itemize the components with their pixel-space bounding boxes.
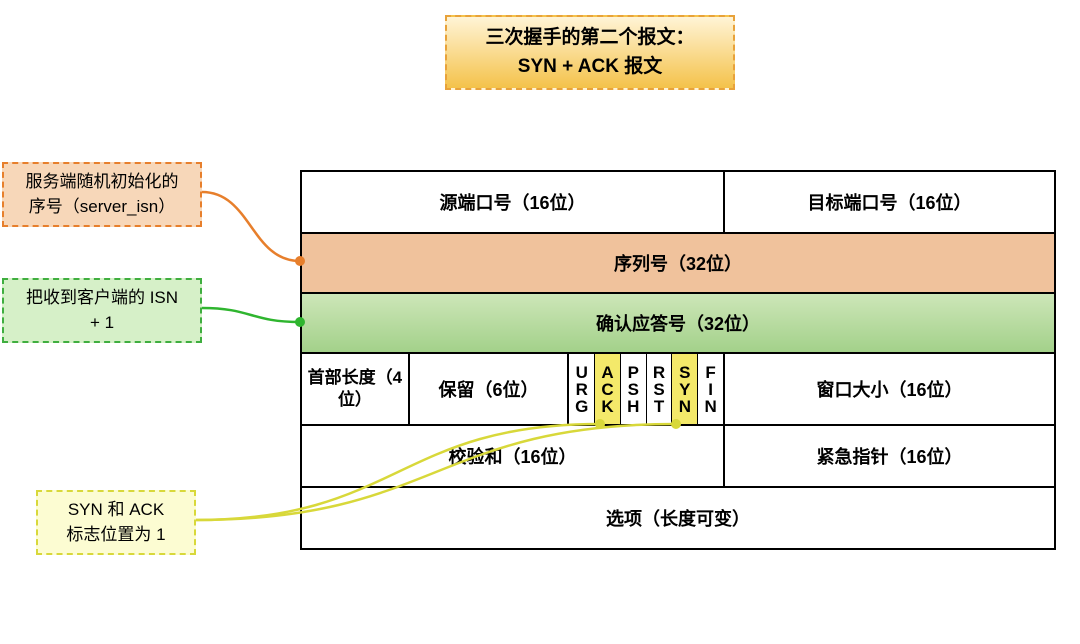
cell-window: 窗口大小（16位） <box>724 353 1055 425</box>
cell-seq: 序列号（32位） <box>301 233 1055 293</box>
row-flags: 首部长度（4位） 保留（6位） URGACKPSHRSTSYNFIN 窗口大小（… <box>301 353 1055 425</box>
cell-ack: 确认应答号（32位） <box>301 293 1055 353</box>
row-ports: 源端口号（16位） 目标端口号（16位） <box>301 171 1055 233</box>
annotation-syn-ack-flag: SYN 和 ACK 标志位置为 1 <box>36 490 196 555</box>
flags-wrap: URGACKPSHRSTSYNFIN <box>569 354 723 424</box>
annotation-server-isn: 服务端随机初始化的 序号（server_isn） <box>2 162 202 227</box>
flag-urg: URG <box>569 354 594 424</box>
title-line2: SYN + ACK 报文 <box>518 53 662 82</box>
cell-dst-port: 目标端口号（16位） <box>724 171 1055 233</box>
annotation-client-isn: 把收到客户端的 ISN + 1 <box>2 278 202 343</box>
flag-fin: FIN <box>697 354 723 424</box>
cell-options: 选项（长度可变） <box>301 487 1055 549</box>
row-options: 选项（长度可变） <box>301 487 1055 549</box>
cell-reserved: 保留（6位） <box>409 353 569 425</box>
annotation-syn-ack-line2: 标志位置为 1 <box>48 523 184 548</box>
cell-urgent: 紧急指针（16位） <box>724 425 1055 487</box>
flag-psh: PSH <box>620 354 646 424</box>
cell-hlen-text: 首部长度（4位） <box>302 367 408 411</box>
annotation-client-isn-line2: + 1 <box>14 311 190 336</box>
tcp-header-table: 源端口号（16位） 目标端口号（16位） 序列号（32位） 确认应答号（32位）… <box>300 170 1056 550</box>
cell-checksum: 校验和（16位） <box>301 425 724 487</box>
row-checksum: 校验和（16位） 紧急指针（16位） <box>301 425 1055 487</box>
cell-hlen: 首部长度（4位） <box>301 353 409 425</box>
flag-syn: SYN <box>671 354 697 424</box>
row-ack: 确认应答号（32位） <box>301 293 1055 353</box>
cell-flags: URGACKPSHRSTSYNFIN <box>568 353 724 425</box>
title-box: 三次握手的第二个报文： SYN + ACK 报文 <box>445 15 735 90</box>
annotation-server-isn-line2: 序号（server_isn） <box>14 195 190 220</box>
flag-rst: RST <box>646 354 672 424</box>
flag-ack: ACK <box>594 354 620 424</box>
row-seq: 序列号（32位） <box>301 233 1055 293</box>
annotation-client-isn-line1: 把收到客户端的 ISN <box>14 286 190 311</box>
annotation-syn-ack-line1: SYN 和 ACK <box>48 498 184 523</box>
annotation-server-isn-line1: 服务端随机初始化的 <box>14 170 190 195</box>
title-line1: 三次握手的第二个报文： <box>485 24 694 53</box>
cell-src-port: 源端口号（16位） <box>301 171 724 233</box>
